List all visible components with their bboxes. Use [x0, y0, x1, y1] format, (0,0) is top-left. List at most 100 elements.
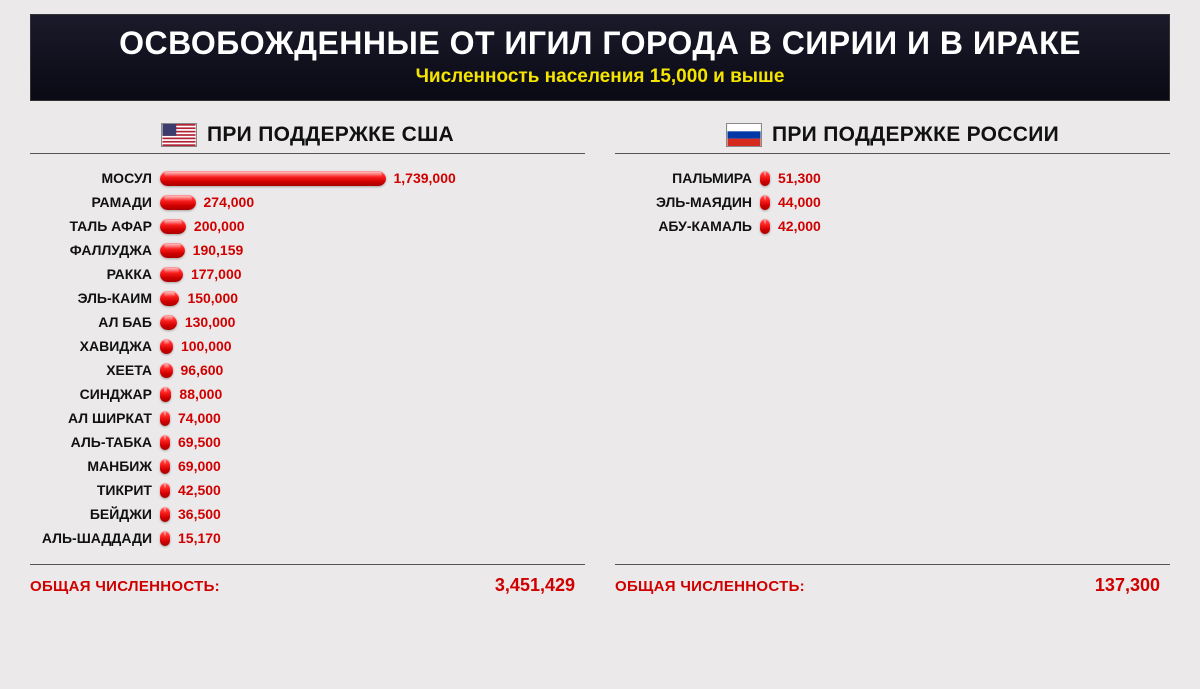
row-value: 44,000	[778, 194, 821, 210]
row-value: 1,739,000	[394, 170, 456, 186]
divider	[30, 564, 585, 565]
bar-cell: 130,000	[160, 314, 585, 330]
page-title: ОСВОБОЖДЕННЫЕ ОТ ИГИЛ ГОРОДА В СИРИИ И В…	[51, 25, 1149, 62]
bar-cell: 96,600	[160, 362, 585, 378]
bar-cell: 150,000	[160, 290, 585, 306]
row-value: 51,300	[778, 170, 821, 186]
bar	[160, 315, 177, 330]
bar	[760, 171, 770, 186]
panels: ПРИ ПОДДЕРЖКЕ США МОСУЛ 1,739,000 РАМАДИ 27…	[0, 101, 1200, 596]
row-label: СИНДЖАР	[30, 386, 160, 402]
row-value: 130,000	[185, 314, 236, 330]
row-value: 100,000	[181, 338, 232, 354]
row-value: 69,000	[178, 458, 221, 474]
usa-flag-icon	[161, 123, 197, 147]
bar-cell: 88,000	[160, 386, 585, 402]
panel-usa: ПРИ ПОДДЕРЖКЕ США МОСУЛ 1,739,000 РАМАДИ 27…	[30, 123, 585, 596]
bar-cell: 200,000	[160, 218, 585, 234]
bar-cell: 42,000	[760, 218, 1170, 234]
bar	[160, 267, 183, 282]
bar-row: АБУ-КАМАЛЬ 42,000	[615, 214, 1170, 238]
bar-row: ТИКРИТ 42,500	[30, 478, 585, 502]
bar-cell: 74,000	[160, 410, 585, 426]
bar-cell: 100,000	[160, 338, 585, 354]
total-value: 137,300	[1095, 575, 1160, 596]
row-label: МАНБИЖ	[30, 458, 160, 474]
panel-title-russia: ПРИ ПОДДЕРЖКЕ РОССИИ	[772, 123, 1059, 147]
bar-cell: 69,000	[160, 458, 585, 474]
bar-row: АЛЬ-ШАДДАДИ15,170	[30, 526, 585, 550]
total-label: ОБЩАЯ ЧИСЛЕННОСТЬ:	[30, 578, 220, 595]
row-label: АЛЬ-ТАБКА	[30, 434, 160, 450]
bar-cell: 190,159	[160, 242, 585, 258]
rows-russia: ПАЛЬМИРА51,300ЭЛЬ-МАЯДИН44,000АБУ-КАМАЛЬ…	[615, 166, 1170, 238]
row-value: 74,000	[178, 410, 221, 426]
row-value: 96,600	[181, 362, 224, 378]
row-label: РАККА	[30, 266, 160, 282]
bar-cell: 177,000	[160, 266, 585, 282]
total-row-russia: ОБЩАЯ ЧИСЛЕННОСТЬ: 137,300	[615, 575, 1170, 596]
row-label: ЭЛЬ-КАИМ	[30, 290, 160, 306]
row-value: 36,500	[178, 506, 221, 522]
bar	[160, 531, 170, 546]
row-value: 190,159	[193, 242, 244, 258]
row-label: ТИКРИТ	[30, 482, 160, 498]
bar	[160, 363, 173, 378]
row-label: ФАЛЛУДЖА	[30, 242, 160, 258]
bar-cell: 274,000	[160, 194, 585, 210]
bar-cell: 44,000	[760, 194, 1170, 210]
panel-russia: ПРИ ПОДДЕРЖКЕ РОССИИ ПАЛЬМИРА51,300ЭЛЬ-М…	[615, 123, 1170, 596]
row-label: ТАЛЬ АФАР	[30, 218, 160, 234]
bar-row: АЛ БАБ130,000	[30, 310, 585, 334]
bar-cell: 1,739,000	[160, 170, 585, 186]
rows-usa: МОСУЛ 1,739,000 РАМАДИ 274,000 ТАЛЬ АФАР 200,…	[30, 166, 585, 550]
bar	[160, 195, 196, 210]
bar-cell: 51,300	[760, 170, 1170, 186]
panel-title-usa: ПРИ ПОДДЕРЖКЕ США	[207, 123, 454, 147]
row-label: ХЕЕТА	[30, 362, 160, 378]
bar	[160, 435, 170, 450]
bar	[160, 459, 170, 474]
bar-row: МАНБИЖ 69,000	[30, 454, 585, 478]
bar-row: БЕЙДЖИ36,500	[30, 502, 585, 526]
row-value: 42,500	[178, 482, 221, 498]
divider	[615, 153, 1170, 154]
row-label: АЛ ШИРКАТ	[30, 410, 160, 426]
bar	[160, 483, 170, 498]
bar-row: РАМАДИ 274,000	[30, 190, 585, 214]
bar	[160, 411, 170, 426]
bar-row: ПАЛЬМИРА 51,300	[615, 166, 1170, 190]
row-value: 200,000	[194, 218, 245, 234]
bar	[160, 339, 173, 354]
bar-cell: 42,500	[160, 482, 585, 498]
row-value: 88,000	[179, 386, 222, 402]
bar	[160, 171, 386, 186]
bar-row: АЛЬ-ТАБКА69,500	[30, 430, 585, 454]
row-value: 177,000	[191, 266, 242, 282]
row-label: РАМАДИ	[30, 194, 160, 210]
russia-flag-icon	[726, 123, 762, 147]
bar-row: МОСУЛ 1,739,000	[30, 166, 585, 190]
bar-row: РАККА 177,000	[30, 262, 585, 286]
bar-row: ЭЛЬ-КАИМ 150,000	[30, 286, 585, 310]
bar-row: ХЕЕТА 96,600	[30, 358, 585, 382]
row-value: 15,170	[178, 530, 221, 546]
bar-cell: 69,500	[160, 434, 585, 450]
row-label: АБУ-КАМАЛЬ	[615, 218, 760, 234]
bar-row: АЛ ШИРКАТ 74,000	[30, 406, 585, 430]
total-row-usa: ОБЩАЯ ЧИСЛЕННОСТЬ: 3,451,429	[30, 575, 585, 596]
bar	[160, 291, 179, 306]
row-label: ХАВИДЖА	[30, 338, 160, 354]
bar-row: СИНДЖАР 88,000	[30, 382, 585, 406]
header: ОСВОБОЖДЕННЫЕ ОТ ИГИЛ ГОРОДА В СИРИИ И В…	[30, 14, 1170, 101]
divider	[30, 153, 585, 154]
bar	[760, 219, 770, 234]
bar	[160, 219, 186, 234]
row-value: 42,000	[778, 218, 821, 234]
row-label: ПАЛЬМИРА	[615, 170, 760, 186]
row-value: 274,000	[204, 194, 255, 210]
row-label: МОСУЛ	[30, 170, 160, 186]
row-value: 150,000	[187, 290, 238, 306]
bar-row: ХАВИДЖА 100,000	[30, 334, 585, 358]
total-value: 3,451,429	[495, 575, 575, 596]
